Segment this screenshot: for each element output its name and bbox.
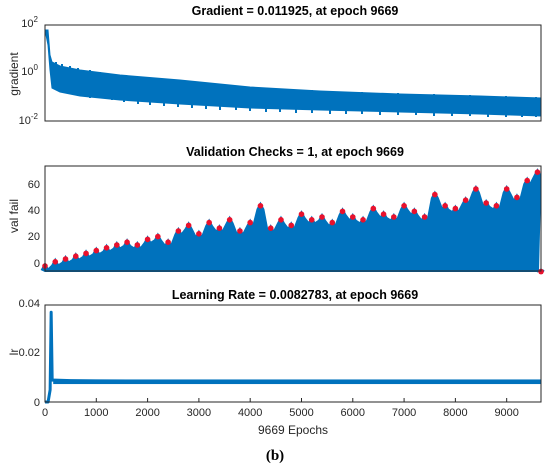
- validation-ytick-0: 0: [34, 258, 40, 270]
- x-tick-label: 4000: [238, 407, 262, 419]
- validation-point: [257, 203, 264, 209]
- validation-point: [165, 239, 171, 245]
- validation-point: [278, 217, 284, 223]
- validation-point: [144, 236, 151, 243]
- validation-point: [534, 169, 541, 175]
- validation-point: [124, 239, 130, 245]
- validation-ytick-20: 20: [28, 231, 40, 243]
- learning-rate-title: Learning Rate = 0.0082783, at epoch 9669: [172, 288, 418, 302]
- validation-point: [175, 228, 182, 234]
- gradient-ylabel: gradient: [7, 52, 21, 96]
- validation-point: [237, 228, 243, 234]
- validation-point: [196, 231, 202, 237]
- x-tick-label: 5000: [289, 407, 313, 419]
- lr-band: [53, 379, 541, 385]
- gradient-ytick-bottom: 10-2: [19, 112, 39, 127]
- validation-point: [503, 186, 510, 192]
- validation-point: [206, 219, 212, 226]
- validation-ytick-60: 60: [28, 179, 40, 191]
- validation-yticks: 60 40 20 0: [28, 179, 40, 270]
- validation-point: [524, 177, 531, 184]
- validation-band: [40, 168, 545, 273]
- validation-ytick-40: 40: [28, 205, 40, 217]
- validation-point: [493, 203, 500, 209]
- validation-point: [432, 191, 438, 198]
- validation-point: [514, 194, 520, 201]
- validation-point: [442, 203, 448, 209]
- validation-point: [538, 268, 544, 275]
- validation-point: [267, 225, 274, 231]
- gradient-title: Gradient = 0.011925, at epoch 9669: [192, 4, 399, 18]
- validation-point: [452, 205, 459, 212]
- validation-point: [83, 250, 89, 257]
- validation-point: [288, 222, 295, 229]
- lr-series: [45, 310, 541, 404]
- validation-point: [308, 217, 315, 223]
- validation-point: [134, 242, 141, 248]
- gradient-ytick-mid: 100: [21, 63, 38, 78]
- validation-point: [298, 211, 305, 217]
- validation-point: [216, 225, 223, 231]
- validation-point: [391, 214, 397, 220]
- validation-point: [349, 214, 356, 220]
- lr-yticks: 0.04 0.02 0: [19, 298, 40, 409]
- validation-point: [411, 208, 418, 215]
- validation-point: [462, 197, 469, 203]
- validation-point: [421, 214, 428, 220]
- learning-rate-panel: Learning Rate = 0.0082783, at epoch 9669…: [7, 288, 542, 437]
- validation-ylabel: val fail: [7, 199, 21, 233]
- learning-rate-ylabel: lr: [7, 349, 21, 356]
- lr-xticks: 0 1000 2000 3000 4000 5000 6000 7000 8000 9000: [42, 398, 519, 419]
- validation-panel: Validation Checks = 1, at epoch 9669 val…: [7, 145, 545, 275]
- validation-point: [329, 219, 336, 226]
- x-axis-label: 9669 Epochs: [258, 423, 328, 437]
- x-tick-label: 7000: [392, 407, 416, 419]
- validation-point: [247, 219, 253, 226]
- validation-point: [93, 247, 100, 254]
- validation-point: [103, 245, 110, 251]
- validation-point: [360, 217, 366, 223]
- lr-ytick-0: 0: [34, 397, 40, 409]
- gradient-ytick-top: 102: [21, 15, 38, 30]
- gradient-spikes: [55, 62, 537, 117]
- lr-ytick-0.04: 0.04: [19, 298, 40, 310]
- x-tick-label: 9000: [494, 407, 518, 419]
- validation-axes: [44, 165, 542, 272]
- validation-point: [380, 211, 387, 217]
- gradient-band: [44, 29, 542, 117]
- validation-point: [52, 259, 59, 265]
- lr-line: [45, 310, 541, 404]
- validation-point: [319, 214, 325, 220]
- validation-point: [185, 222, 192, 229]
- validation-point: [483, 200, 489, 206]
- gradient-yticks: 102 100 10-2: [19, 15, 39, 127]
- gradient-panel: Gradient = 0.011925, at epoch 9669 gradi…: [7, 4, 542, 127]
- lr-ytick-0.02: 0.02: [19, 347, 40, 359]
- validation-point: [401, 203, 407, 209]
- x-tick-label: 0: [42, 407, 48, 419]
- validation-point: [339, 208, 346, 215]
- figure-caption: (b): [266, 448, 284, 464]
- validation-point: [155, 233, 161, 240]
- validation-point: [370, 205, 377, 212]
- x-tick-label: 8000: [443, 407, 467, 419]
- x-tick-label: 1000: [84, 407, 108, 419]
- validation-point: [72, 253, 79, 259]
- x-tick-label: 6000: [341, 407, 365, 419]
- learning-rate-axes: [44, 304, 542, 403]
- validation-title: Validation Checks = 1, at epoch 9669: [186, 145, 404, 159]
- validation-point: [226, 217, 233, 223]
- validation-series: [40, 168, 545, 275]
- gradient-axes: [44, 24, 542, 122]
- validation-point: [114, 242, 120, 248]
- x-tick-label: 2000: [135, 407, 159, 419]
- x-tick-label: 3000: [187, 407, 211, 419]
- validation-point: [473, 186, 479, 192]
- validation-point: [62, 256, 69, 262]
